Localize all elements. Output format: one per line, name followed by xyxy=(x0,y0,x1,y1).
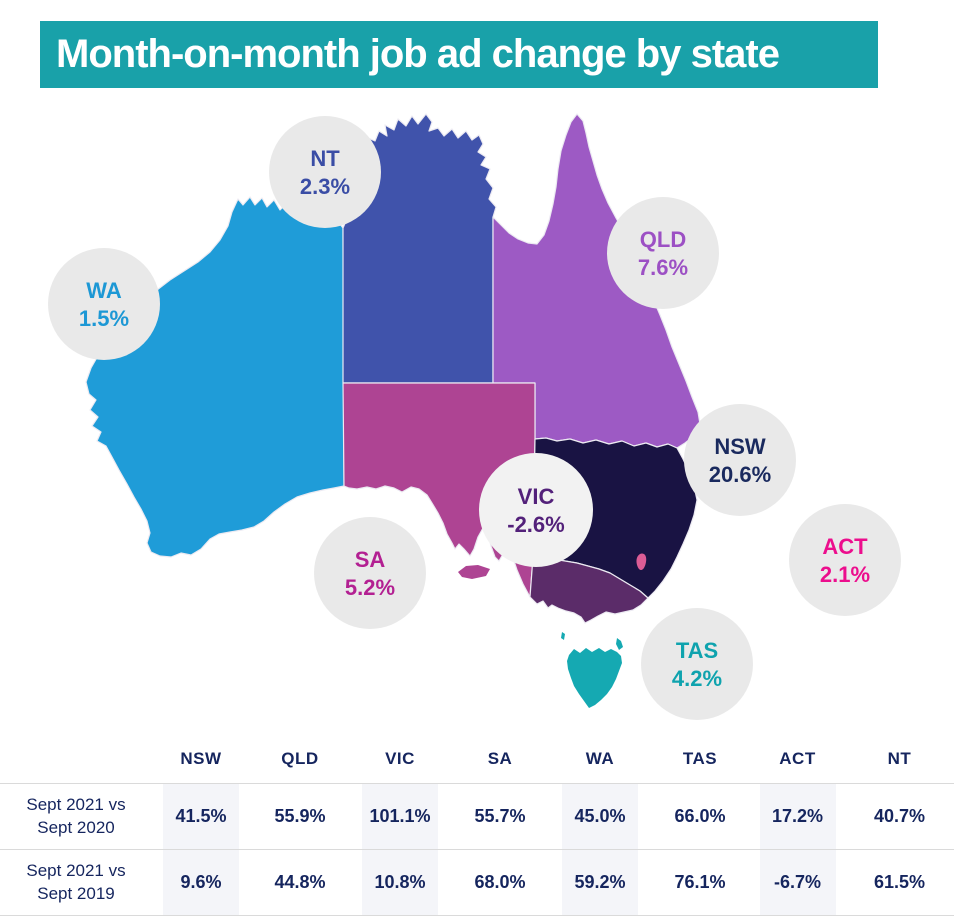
label-bubble-nt: NT 2.3% xyxy=(269,116,381,228)
column-header-wa: WA xyxy=(585,749,615,768)
state-shape-act xyxy=(636,553,647,571)
label-state-vic: VIC xyxy=(518,484,555,509)
label-bubble-wa: WA 1.5% xyxy=(48,248,160,360)
label-state-act: ACT xyxy=(822,534,868,559)
row-label-2020: Sept 2021 vs Sept 2020 xyxy=(26,795,126,837)
label-bubble-tas: TAS 4.2% xyxy=(641,608,753,720)
comparison-table: NSW QLD VIC SA WA TAS ACT NT Sept 2021 v… xyxy=(0,735,954,916)
column-header-tas: TAS xyxy=(682,749,718,768)
column-header-vic: VIC xyxy=(385,749,415,768)
row-label-2019: Sept 2021 vs Sept 2019 xyxy=(26,861,126,903)
page-title: Month-on-month job ad change by state xyxy=(56,32,780,76)
label-circle-nt xyxy=(269,116,381,228)
column-header-sa: SA xyxy=(487,749,513,768)
label-state-tas: TAS xyxy=(676,638,718,663)
cell-2020-qld: 55.9% xyxy=(274,806,326,826)
label-value-wa: 1.5% xyxy=(79,306,129,331)
cell-2019-qld: 44.8% xyxy=(274,872,326,892)
label-state-sa: SA xyxy=(355,547,386,572)
label-state-wa: WA xyxy=(86,278,122,303)
cell-2020-wa: 45.0% xyxy=(550,784,650,850)
label-circle-act xyxy=(789,504,901,616)
label-bubble-act: ACT 2.1% xyxy=(789,504,901,616)
column-header-nt: NT xyxy=(887,749,912,768)
table-row-2020: Sept 2021 vs Sept 2020 41.5% 55.9% 101.1… xyxy=(0,783,954,850)
label-value-tas: 4.2% xyxy=(672,666,722,691)
label-circle-nsw xyxy=(684,404,796,516)
label-circle-wa xyxy=(48,248,160,360)
label-bubble-nsw: NSW 20.6% xyxy=(684,404,796,516)
australia-map: WA 1.5% NT 2.3% QLD 7.6% NSW 20.6% VIC -… xyxy=(48,113,901,720)
cell-2020-nsw: 41.5% xyxy=(152,784,250,850)
state-shape-tas xyxy=(561,632,623,708)
column-header-qld: QLD xyxy=(281,749,319,768)
label-value-nt: 2.3% xyxy=(300,174,350,199)
label-bubble-vic: VIC -2.6% xyxy=(479,453,593,567)
comparison-table-wrap: NSW QLD VIC SA WA TAS ACT NT Sept 2021 v… xyxy=(0,735,954,916)
label-value-qld: 7.6% xyxy=(638,255,688,280)
cell-2019-act: -6.7% xyxy=(750,850,845,916)
cell-2019-vic: 10.8% xyxy=(350,850,450,916)
cell-2019-sa: 68.0% xyxy=(474,872,526,892)
cell-2019-wa: 59.2% xyxy=(550,850,650,916)
state-shape-wa xyxy=(85,196,345,558)
state-shape-sa xyxy=(342,382,536,598)
label-bubble-sa: SA 5.2% xyxy=(314,517,426,629)
cell-2019-tas: 76.1% xyxy=(674,872,726,892)
cell-2019-nt: 61.5% xyxy=(873,872,926,892)
label-bubble-qld: QLD 7.6% xyxy=(607,197,719,309)
kangaroo-island-shape xyxy=(458,565,490,579)
label-value-act: 2.1% xyxy=(820,562,870,587)
state-shape-vic xyxy=(529,556,649,624)
label-circle-tas xyxy=(641,608,753,720)
cell-2020-nt: 40.7% xyxy=(873,806,926,826)
cell-2020-act: 17.2% xyxy=(750,784,845,850)
label-value-vic: -2.6% xyxy=(507,512,564,537)
column-header-act: ACT xyxy=(779,749,816,768)
table-row-2019: Sept 2021 vs Sept 2019 9.6% 44.8% 10.8% … xyxy=(0,849,954,916)
column-header-blank xyxy=(0,735,152,784)
label-value-nsw: 20.6% xyxy=(709,462,771,487)
title-banner: Month-on-month job ad change by state xyxy=(40,21,878,88)
cell-2020-tas: 66.0% xyxy=(674,806,726,826)
label-circle-vic xyxy=(479,453,593,567)
label-state-nsw: NSW xyxy=(714,434,766,459)
cell-2020-vic: 101.1% xyxy=(350,784,450,850)
label-circle-qld xyxy=(607,197,719,309)
label-value-sa: 5.2% xyxy=(345,575,395,600)
label-circle-sa xyxy=(314,517,426,629)
cell-2019-nsw: 9.6% xyxy=(152,850,250,916)
label-state-qld: QLD xyxy=(640,227,686,252)
cell-2020-sa: 55.7% xyxy=(474,806,526,826)
label-state-nt: NT xyxy=(310,146,340,171)
column-header-nsw: NSW xyxy=(180,749,222,768)
table-header-row: NSW QLD VIC SA WA TAS ACT NT xyxy=(0,735,954,784)
